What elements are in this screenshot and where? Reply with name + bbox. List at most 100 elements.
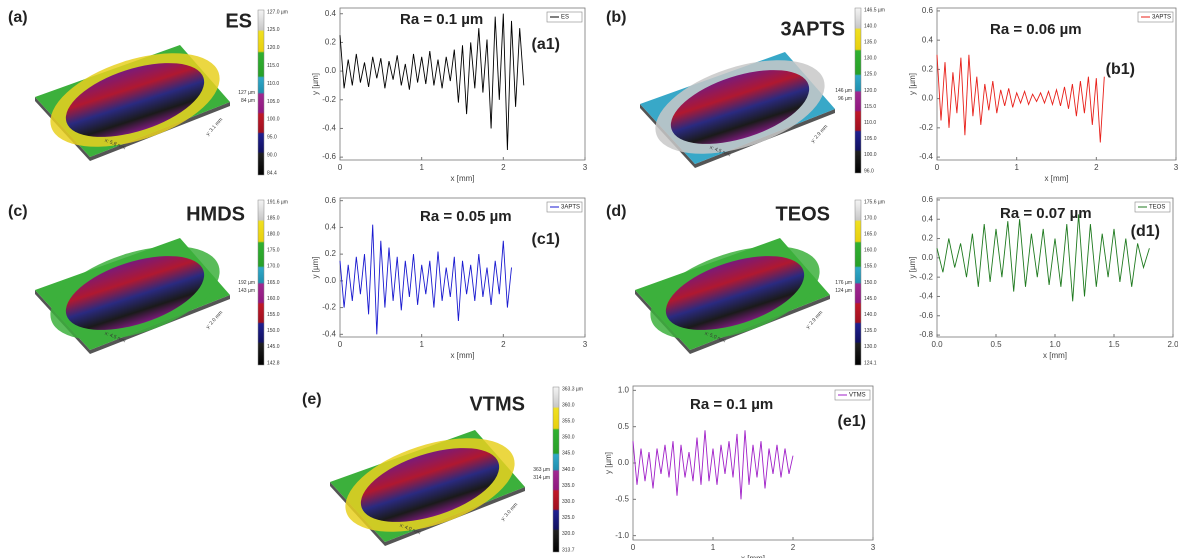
colorbar-label: 95.0: [267, 135, 277, 141]
y-dimension: y: 3.0 mm: [500, 502, 519, 522]
y-tick-label: 0.2: [922, 234, 934, 243]
ra-annotation: Ra = 0.1 µm: [400, 11, 483, 28]
y-axis-label: y [µm]: [311, 257, 320, 279]
legend-label: 3APTS: [1152, 15, 1171, 21]
colorbar-label: 330.0: [562, 499, 575, 505]
colorbar-label: 100.0: [267, 117, 280, 123]
panel-label: (e): [302, 391, 322, 408]
colorbar: [257, 199, 265, 366]
y-tick-label: -0.6: [919, 311, 933, 320]
x-tick-label: 0: [631, 543, 636, 552]
y-tick-label: -1.0: [615, 531, 629, 540]
x-tick-label: 3: [871, 543, 876, 552]
x-tick-label: 1.0: [1049, 340, 1061, 349]
z-max: 146 µm: [835, 88, 852, 94]
y-tick-label: 0.4: [325, 223, 337, 232]
y-tick-label: -0.2: [919, 123, 933, 132]
colorbar: [854, 199, 862, 366]
colorbar-label: 125.0: [267, 27, 280, 33]
y-dimension: y: 2.9 mm: [805, 310, 824, 330]
y-tick-label: 0.0: [618, 458, 630, 467]
x-tick-label: 1: [419, 340, 424, 349]
y-tick-label: -0.4: [322, 124, 336, 133]
colorbar-label: 155.0: [864, 264, 877, 270]
x-tick-label: 0: [338, 163, 343, 172]
z-min: 84 µm: [241, 98, 255, 104]
colorbar-label: 127.0 µm: [267, 9, 288, 15]
y-tick-label: -0.8: [919, 330, 933, 339]
x-tick-label: 3: [1174, 163, 1178, 172]
colorbar-label: 175.6 µm: [864, 199, 885, 205]
y-axis-label: y [µm]: [908, 73, 917, 95]
colorbar-label: 340.0: [562, 467, 575, 473]
plot-frame: [936, 7, 1177, 161]
colorbar-label: 145.0: [267, 344, 280, 350]
y-axis-label: y [µm]: [604, 452, 613, 474]
surface-track: [65, 256, 205, 330]
colorbar-label: 355.0: [562, 419, 575, 425]
colorbar-label: 160.0: [864, 248, 877, 254]
surface-track: [360, 448, 500, 522]
panel-label: (d1): [1131, 223, 1160, 240]
colorbar-label: 175.0: [267, 248, 280, 254]
y-dimension: y: 3.1 mm: [205, 117, 224, 137]
y-axis-label: y [µm]: [908, 257, 917, 279]
colorbar-label: 150.0: [267, 328, 280, 334]
line-chart: -0.4 -0.2 0.0 0.2 0.4 0.6 0 1 2 3 x [mm] y [µm] 3APT…: [908, 6, 1178, 183]
colorbar-label: 170.0: [864, 215, 877, 221]
colorbar-label: 100.0: [864, 152, 877, 158]
legend-label: ES: [561, 15, 569, 21]
colorbar-label: 105.0: [864, 136, 877, 142]
z-max: 176 µm: [835, 280, 852, 286]
colorbar-label: 350.0: [562, 435, 575, 441]
y-tick-label: -0.6: [322, 152, 336, 161]
line-chart: -1.0 -0.5 0.0 0.5 1.0 0 1 2 3 x [mm] y [µm] VTMS Ra …: [604, 385, 876, 558]
colorbar-label: 125.0: [864, 72, 877, 78]
colorbar: [552, 386, 560, 553]
y-tick-label: -0.2: [322, 95, 336, 104]
z-min: 96 µm: [838, 96, 852, 102]
x-tick-label: 2: [1094, 163, 1099, 172]
y-tick-label: 0.0: [922, 94, 934, 103]
z-max: 192 µm: [238, 280, 255, 286]
colorbar-label: 335.0: [562, 483, 575, 489]
colorbar: [854, 7, 862, 174]
legend-box: [1137, 11, 1174, 23]
y-tick-label: 0.0: [922, 253, 934, 262]
colorbar-label: 185.0: [267, 215, 280, 221]
panel-label: (a1): [532, 36, 560, 53]
y-tick-label: -0.4: [322, 329, 336, 338]
legend-label: TEOS: [1149, 205, 1165, 211]
line-chart: -0.4 -0.2 0.0 0.2 0.4 0.6 0 1 2 3 x [mm] y [µm] 3APT…: [311, 196, 588, 360]
y-dimension: y: 2.0 mm: [205, 310, 224, 330]
colorbar-label: 124.1: [864, 360, 877, 366]
x-tick-label: 1: [419, 163, 424, 172]
colorbar-label: 142.8: [267, 360, 280, 366]
x-tick-label: 0: [935, 163, 940, 172]
plot-frame: [339, 7, 586, 161]
x-tick-label: 2: [501, 340, 506, 349]
sample-name: 3APTS: [781, 18, 845, 40]
x-axis-label: x [mm]: [741, 554, 765, 558]
y-tick-label: 0.4: [922, 214, 934, 223]
y-tick-label: -0.2: [919, 272, 933, 281]
colorbar-label: 120.0: [864, 88, 877, 94]
colorbar-label: 140.0: [864, 23, 877, 29]
legend-box: [834, 389, 871, 401]
ra-annotation: Ra = 0.05 µm: [420, 208, 512, 225]
ra-annotation: Ra = 0.07 µm: [1000, 205, 1092, 222]
legend-box: [546, 11, 583, 23]
colorbar-label: 145.0: [864, 296, 877, 302]
z-min: 124 µm: [835, 288, 852, 294]
colorbar-label: 96.0: [864, 168, 874, 174]
colorbar-label: 115.0: [864, 104, 876, 110]
colorbar-label: 110.0: [267, 81, 279, 87]
legend-label: VTMS: [849, 393, 866, 399]
y-tick-label: 0.4: [922, 35, 934, 44]
colorbar-label: 140.0: [864, 312, 877, 318]
x-axis-label: x [mm]: [1043, 351, 1067, 360]
colorbar-label: 191.6 µm: [267, 199, 288, 205]
